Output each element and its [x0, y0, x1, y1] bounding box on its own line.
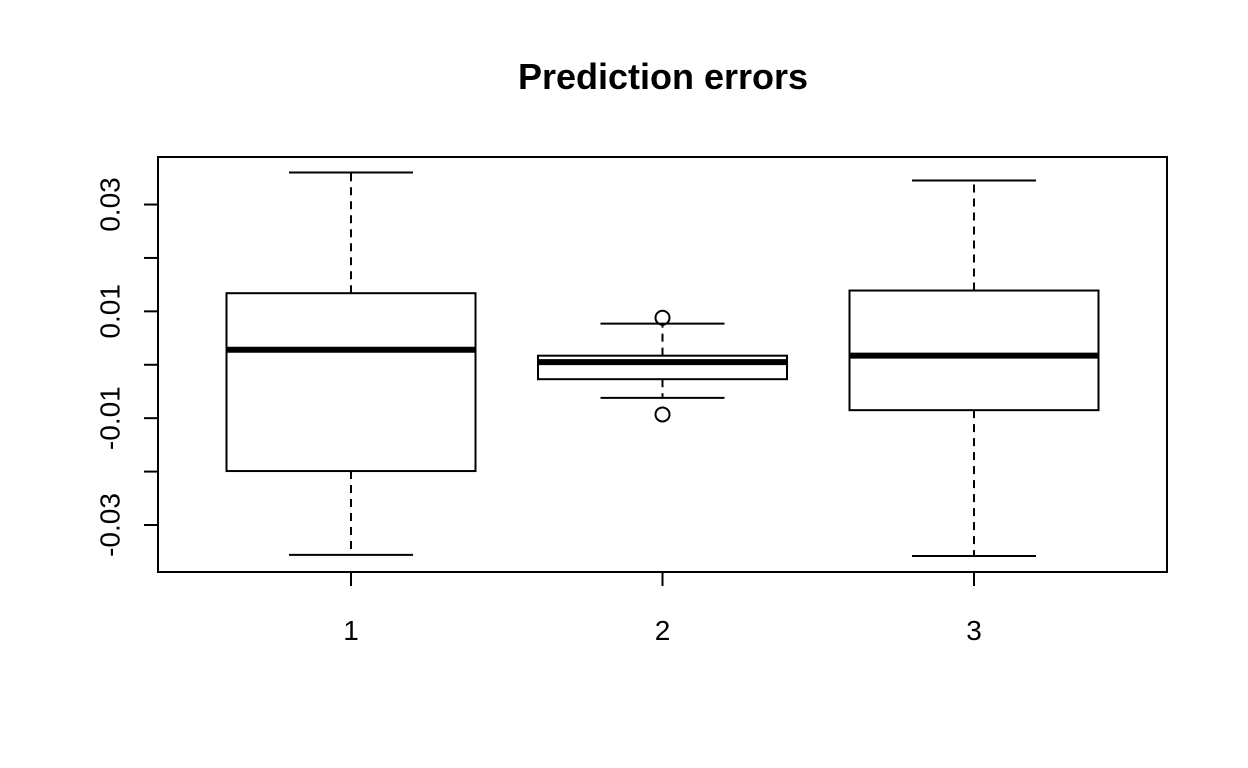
y-tick-label: -0.03: [94, 493, 125, 557]
box-1: [225, 171, 477, 556]
iqr-box: [848, 289, 1100, 412]
y-tick-label: 0.01: [94, 284, 125, 339]
iqr-box: [225, 292, 477, 473]
chart-title: Prediction errors: [517, 56, 809, 97]
x-tick-label: 2: [655, 615, 671, 646]
box-3: [848, 179, 1100, 557]
axes: -0.03 -0.01 0.01 0.03 1 2 3: [94, 156, 1168, 646]
outlier-point: [654, 309, 671, 326]
x-tick-label: 1: [343, 615, 359, 646]
y-tick-label: -0.01: [94, 386, 125, 450]
y-tick-label: 0.03: [94, 177, 125, 232]
box-2: [537, 309, 788, 423]
boxes-group: [225, 171, 1100, 557]
outlier-point: [654, 406, 671, 423]
x-tick-label: 3: [966, 615, 982, 646]
